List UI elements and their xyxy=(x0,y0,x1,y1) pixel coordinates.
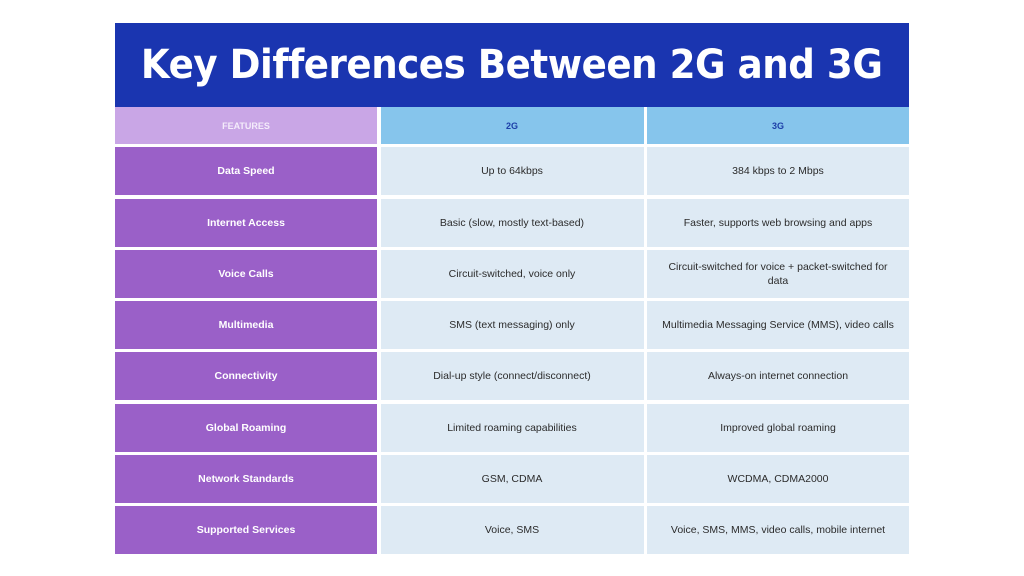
value-3g-voice-calls: Circuit-switched for voice + packet-swit… xyxy=(647,249,909,298)
value-3g-connectivity: Always-on internet connection xyxy=(647,352,909,401)
value-2g-global-roaming: Limited roaming capabilities xyxy=(380,403,644,452)
comparison-table: FEATURES 2G 3G Data Speed Up to 64kbps 3… xyxy=(115,107,909,555)
feature-internet-access: Internet Access xyxy=(115,198,377,247)
comparison-infographic: Key Differences Between 2G and 3G FEATUR… xyxy=(115,23,909,555)
header-features: FEATURES xyxy=(115,107,377,144)
value-2g-internet-access: Basic (slow, mostly text-based) xyxy=(380,198,644,247)
value-3g-supported-services: Voice, SMS, MMS, video calls, mobile int… xyxy=(647,506,909,555)
value-2g-connectivity: Dial-up style (connect/disconnect) xyxy=(380,352,644,401)
feature-supported-services: Supported Services xyxy=(115,506,377,555)
value-2g-voice-calls: Circuit-switched, voice only xyxy=(380,249,644,298)
value-2g-data-speed: Up to 64kbps xyxy=(380,147,644,196)
header-2g: 2G xyxy=(380,107,644,144)
value-3g-global-roaming: Improved global roaming xyxy=(647,403,909,452)
feature-connectivity: Connectivity xyxy=(115,352,377,401)
value-2g-multimedia: SMS (text messaging) only xyxy=(380,301,644,350)
value-3g-multimedia: Multimedia Messaging Service (MMS), vide… xyxy=(647,301,909,350)
page-title: Key Differences Between 2G and 3G xyxy=(141,42,883,88)
title-banner: Key Differences Between 2G and 3G xyxy=(115,23,909,107)
value-2g-supported-services: Voice, SMS xyxy=(380,506,644,555)
value-2g-network-standards: GSM, CDMA xyxy=(380,455,644,504)
feature-voice-calls: Voice Calls xyxy=(115,249,377,298)
feature-multimedia: Multimedia xyxy=(115,301,377,350)
value-3g-network-standards: WCDMA, CDMA2000 xyxy=(647,455,909,504)
feature-data-speed: Data Speed xyxy=(115,147,377,196)
header-3g: 3G xyxy=(647,107,909,144)
feature-global-roaming: Global Roaming xyxy=(115,403,377,452)
value-3g-internet-access: Faster, supports web browsing and apps xyxy=(647,198,909,247)
value-3g-data-speed: 384 kbps to 2 Mbps xyxy=(647,147,909,196)
feature-network-standards: Network Standards xyxy=(115,455,377,504)
